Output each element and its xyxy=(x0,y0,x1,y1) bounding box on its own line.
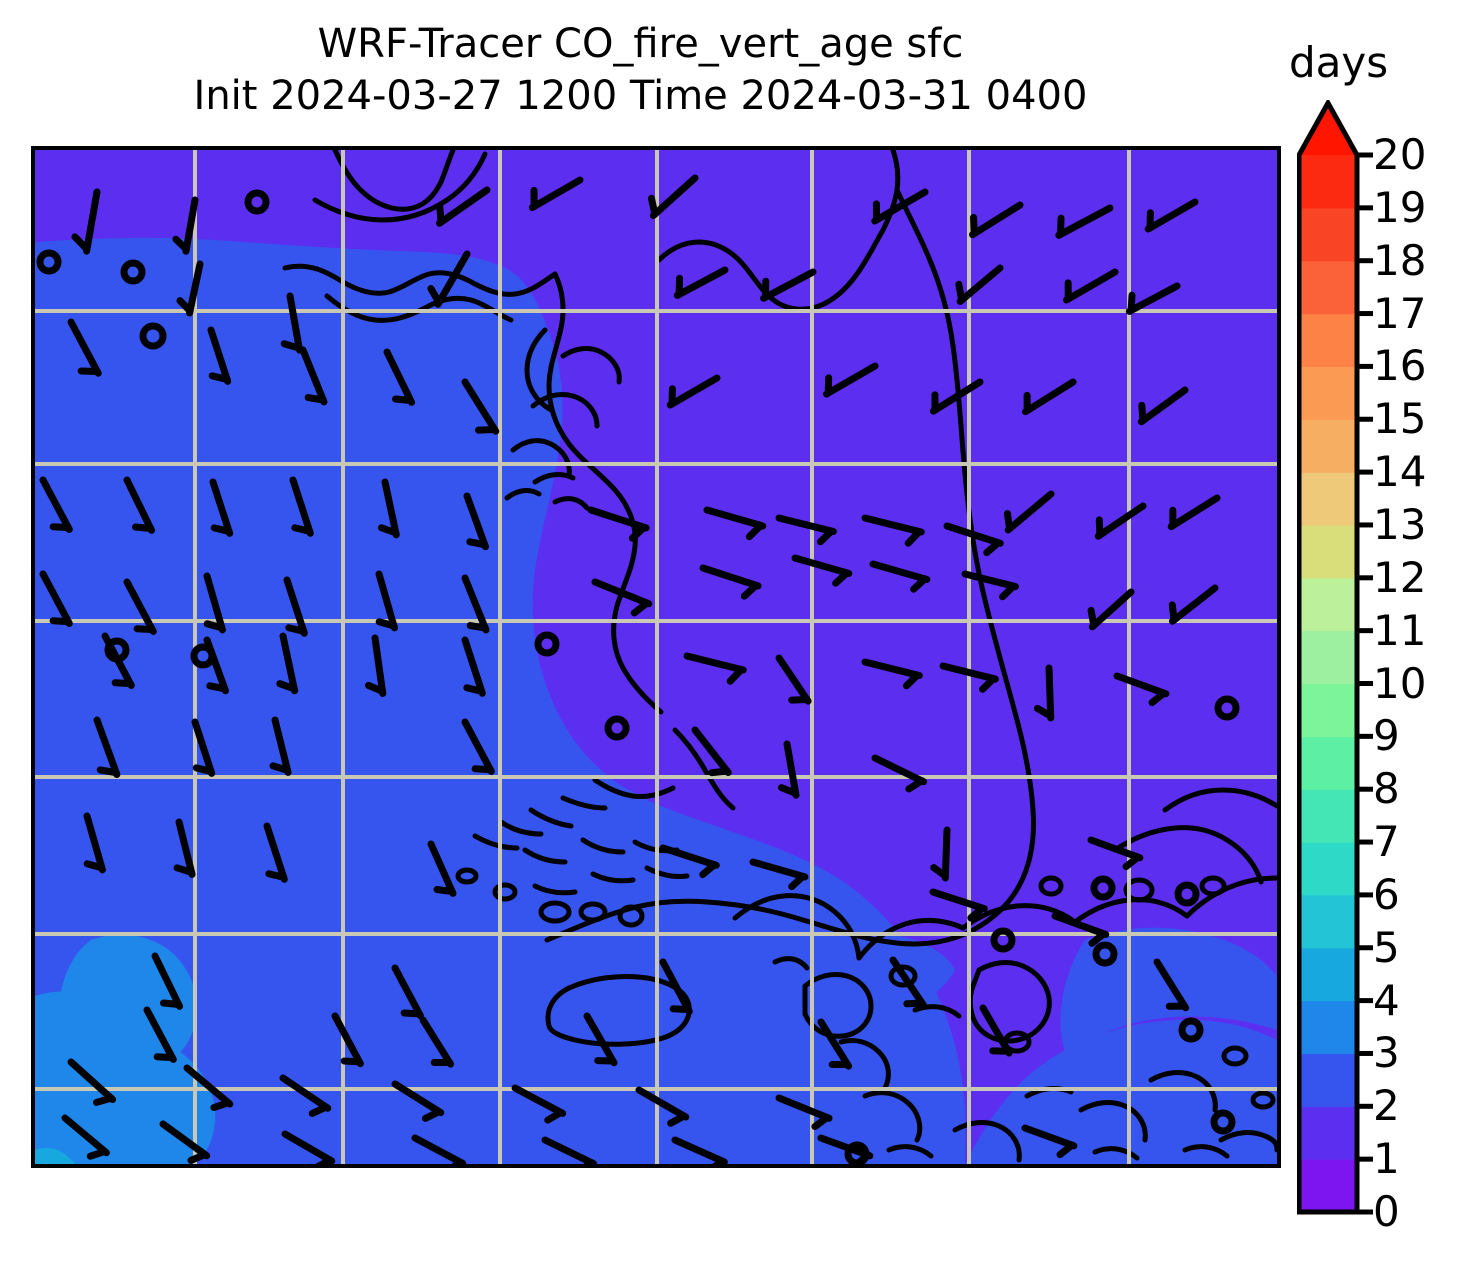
colorbar-tick-label: 12 xyxy=(1373,552,1427,602)
colorbar-tick-label: 6 xyxy=(1373,869,1400,919)
colorbar-band xyxy=(1299,842,1357,896)
colorbar-tick-label: 3 xyxy=(1373,1028,1400,1078)
colorbar-band xyxy=(1299,947,1357,1002)
map-gridlines xyxy=(35,150,1277,1164)
colorbar-tick-label: 19 xyxy=(1373,182,1427,232)
colorbar-band xyxy=(1299,313,1357,367)
colorbar-units-label: days xyxy=(1289,38,1389,87)
colorbar-tick-label: 17 xyxy=(1373,288,1427,338)
colorbar: days 0 1 2 3 4 5 6 7 8 9 10 11 12 13 14 15 16 17 18 19 20 xyxy=(1289,38,1426,1233)
colorbar-band xyxy=(1299,1053,1357,1107)
colorbar-tick-label: 15 xyxy=(1373,394,1427,444)
title-line-1: WRF-Tracer CO_fire_vert_age sfc xyxy=(317,21,964,67)
colorbar-band xyxy=(1299,789,1357,843)
colorbar-band xyxy=(1299,366,1357,420)
colorbar-band xyxy=(1299,207,1357,262)
colorbar-band xyxy=(1299,155,1357,209)
colorbar-tick-label: 13 xyxy=(1373,499,1427,549)
colorbar-band xyxy=(1299,419,1357,473)
coastlines xyxy=(282,150,1277,1163)
title-line-2: Init 2024-03-27 1200 Time 2024-03-31 040… xyxy=(193,73,1088,119)
colorbar-tick-label: 20 xyxy=(1373,130,1427,179)
colorbar-tick-label: 11 xyxy=(1373,605,1427,655)
colorbar-band xyxy=(1299,736,1357,790)
colorbar-band xyxy=(1299,630,1357,685)
colorbar-tick-label: 9 xyxy=(1373,711,1400,761)
colorbar-band xyxy=(1299,524,1357,579)
colorbar-band xyxy=(1299,894,1357,949)
colorbar-band xyxy=(1299,577,1357,632)
colorbar-band xyxy=(1299,472,1357,526)
map-svg xyxy=(35,150,1277,1164)
colorbar-tick-label: 18 xyxy=(1373,235,1427,285)
colorbar-tick-label: 2 xyxy=(1373,1081,1400,1131)
colorbar-outline xyxy=(1297,100,1360,1215)
colorbar-tick-label: 10 xyxy=(1373,658,1427,708)
map-canvas xyxy=(35,150,1277,1164)
map-plot-area xyxy=(31,146,1281,1168)
chart-title: WRF-Tracer CO_fire_vert_age sfc Init 202… xyxy=(0,18,1281,122)
colorbar-tick-label: 14 xyxy=(1373,447,1427,497)
colorbar-extend-max-arrow xyxy=(1299,103,1357,155)
colorbar-tick-label: 0 xyxy=(1373,1187,1400,1236)
wind-barbs xyxy=(36,174,1240,1164)
colorbar-tick-label: 7 xyxy=(1373,817,1400,867)
colorbar-svg xyxy=(1297,100,1373,1215)
colorbar-tick-label: 5 xyxy=(1373,922,1400,972)
colorbar-band xyxy=(1299,1000,1357,1055)
colorbar-tick-label: 16 xyxy=(1373,341,1427,391)
colorbar-tick-label: 4 xyxy=(1373,975,1400,1025)
colorbar-tick-label: 8 xyxy=(1373,764,1400,814)
colorbar-tick-label: 1 xyxy=(1373,1134,1400,1184)
colorbar-band xyxy=(1299,1106,1357,1160)
contour-band-2-3-southeast xyxy=(965,1019,1277,1164)
colorbar-band xyxy=(1299,1159,1357,1213)
contour-band-4-5-corner xyxy=(35,1148,75,1164)
colorbar-band xyxy=(1299,260,1357,315)
colorbar-band xyxy=(1299,683,1357,737)
